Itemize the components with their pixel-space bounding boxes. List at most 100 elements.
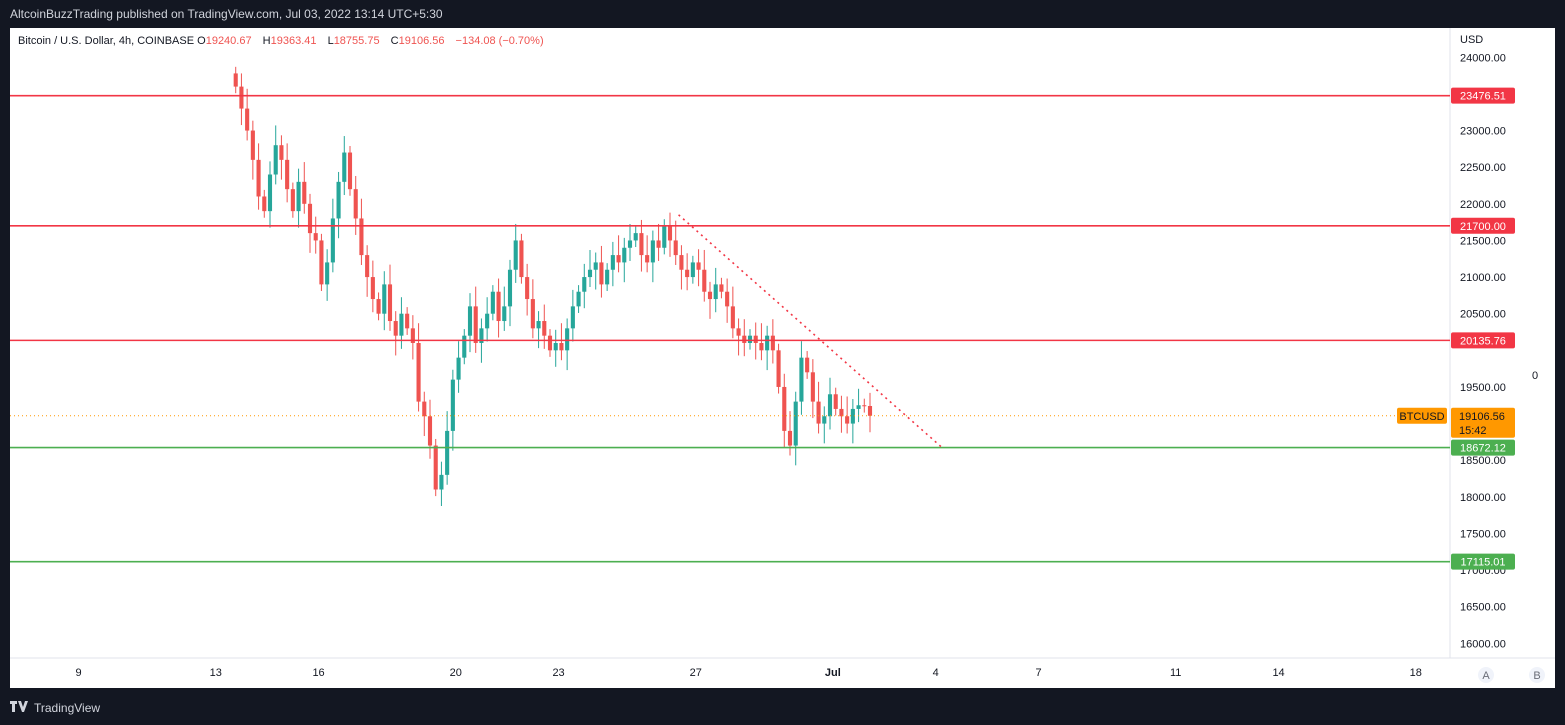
legend-close: 19106.56 <box>398 35 445 47</box>
candle-down <box>370 277 375 300</box>
publisher-text: AltcoinBuzzTrading published on TradingV… <box>10 7 443 21</box>
candle-down <box>679 255 684 270</box>
price-chart[interactable]: USD 24000.00 23000.00 22500.00 22000.00 21500… <box>10 28 1555 688</box>
candle-down <box>525 277 530 300</box>
price-tick-label: 16500.00 <box>1460 602 1506 614</box>
candle-down <box>542 321 547 336</box>
candle-down <box>730 306 735 329</box>
candle-down <box>776 350 781 387</box>
candle-down <box>673 240 678 256</box>
candle-down <box>845 416 850 424</box>
candle-down <box>347 152 353 190</box>
support-price-badge <box>1451 439 1515 456</box>
resistance-price-label: 20135.76 <box>1460 335 1506 347</box>
price-tick-label: 21000.00 <box>1460 272 1506 284</box>
candle-down <box>285 159 290 190</box>
candle-down <box>405 313 410 329</box>
candle-up <box>570 306 575 329</box>
candle-up <box>462 335 467 358</box>
b-button[interactable] <box>1529 667 1545 683</box>
candle-down <box>307 203 313 234</box>
time-tick-label: 16 <box>312 667 324 679</box>
candle-up <box>450 379 455 431</box>
candle-up <box>445 430 450 475</box>
resistance-price-badge <box>1451 217 1515 234</box>
candle-down <box>862 405 867 407</box>
candle-down <box>496 291 501 322</box>
descending-trendline[interactable] <box>678 214 942 448</box>
candle-down <box>787 430 793 446</box>
candle-up <box>273 145 278 175</box>
candle-up <box>336 181 341 219</box>
candle-up <box>633 233 638 241</box>
candle-up <box>485 313 490 329</box>
bar-countdown-label: 15:42 <box>1459 425 1487 437</box>
candle-down <box>707 291 713 300</box>
resistance-price-label: 21700.00 <box>1460 221 1506 233</box>
candle-down <box>667 225 673 241</box>
candle-down <box>770 335 775 351</box>
candle-down <box>250 130 255 160</box>
brand[interactable]: TradingView <box>10 700 100 715</box>
symbol-badge <box>1397 407 1447 424</box>
candle-up <box>822 416 827 424</box>
candle-down <box>530 299 535 329</box>
candle-down <box>473 306 478 343</box>
time-tick-label: 13 <box>210 667 222 679</box>
legend-open-label: O <box>197 35 206 47</box>
candle-up <box>399 313 404 336</box>
candle-up <box>330 218 335 263</box>
candle-up <box>439 474 444 490</box>
price-tick-label: 22500.00 <box>1460 162 1506 174</box>
candle-down <box>422 401 427 417</box>
candle-down <box>759 343 764 351</box>
legend-low-label: L <box>327 35 334 47</box>
candle-up <box>850 408 855 424</box>
price-tick-label: 18500.00 <box>1460 455 1506 467</box>
candle-down <box>359 218 364 256</box>
candle-up <box>502 306 507 322</box>
candle-down <box>559 343 564 351</box>
candle-down <box>702 269 707 292</box>
candle-down <box>599 262 604 285</box>
candle-down <box>365 255 370 278</box>
price-tick-label: 22000.00 <box>1460 199 1506 211</box>
price-tick-label: 16000.00 <box>1460 638 1506 650</box>
ohlc-legend: Bitcoin / U.S. Dollar, 4h, COINBASE O192… <box>18 35 544 47</box>
resistance-price-label: 23476.51 <box>1460 91 1506 103</box>
candle-down <box>427 416 433 446</box>
time-tick-label: 23 <box>552 667 564 679</box>
symbol-badge-label: BTCUSD <box>1399 411 1444 423</box>
candle-down <box>313 233 318 241</box>
candle-down <box>725 291 730 307</box>
candle-down <box>519 240 524 278</box>
candle-up <box>713 284 718 300</box>
right-scale-marker: 0 <box>1532 370 1538 382</box>
candle-up <box>325 262 330 285</box>
publisher-bar: AltcoinBuzzTrading published on TradingV… <box>0 0 1565 28</box>
price-tick-label: 21500.00 <box>1460 235 1506 247</box>
candle-down <box>742 335 747 343</box>
candle-up <box>610 255 615 270</box>
candle-down <box>867 406 873 416</box>
support-price-badge <box>1451 553 1515 570</box>
time-tick-label: 20 <box>450 667 462 679</box>
price-axis-currency: USD <box>1460 34 1483 46</box>
candle-down <box>839 408 844 417</box>
candle-down <box>656 240 661 248</box>
chart-frame <box>10 28 1555 688</box>
legend-close-label: C <box>390 35 399 47</box>
candle-down <box>256 159 261 197</box>
candle-up <box>627 240 633 248</box>
candle-down <box>753 335 758 343</box>
resistance-price-badge <box>1451 332 1515 349</box>
auto-scale-button[interactable] <box>1478 667 1494 683</box>
candle-up <box>267 174 273 212</box>
candle-up <box>507 269 513 307</box>
tradingview-logo-icon <box>10 700 28 715</box>
time-tick-label: 18 <box>1410 667 1422 679</box>
last-price-label: 19106.56 <box>1459 411 1505 423</box>
legend-open: 19240.67 <box>205 35 252 47</box>
time-tick-label: 11 <box>1170 667 1181 679</box>
footer-bar <box>0 688 1565 725</box>
